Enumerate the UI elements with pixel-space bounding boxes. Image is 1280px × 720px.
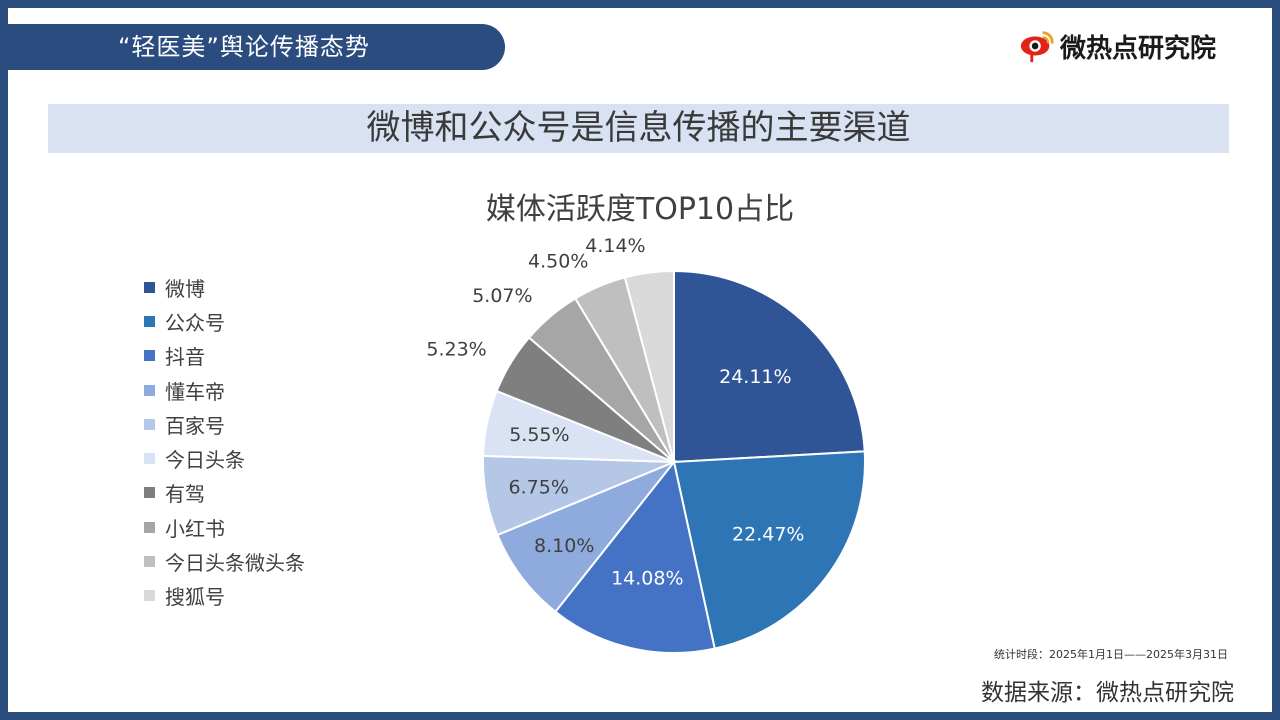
legend-label: 有驾 (165, 482, 205, 507)
headline-text: 微博和公众号是信息传播的主要渠道 (366, 108, 911, 148)
legend-item: 搜狐号 (144, 579, 305, 613)
legend-item: 今日头条微头条 (144, 544, 305, 578)
data-label: 5.23% (426, 338, 486, 360)
legend-item: 小红书 (144, 510, 305, 544)
data-label: 22.47% (732, 524, 804, 546)
legend-swatch (144, 521, 155, 533)
legend-swatch (144, 590, 155, 602)
legend-label: 百家号 (165, 413, 225, 438)
period-note: 统计时段：2025年1月1日——2025年3月31日 (994, 648, 1228, 661)
legend-label: 公众号 (165, 310, 225, 335)
header-band (0, 0, 1280, 8)
legend-swatch (144, 453, 155, 465)
pie-slice (623, 269, 675, 463)
legend-label: 小红书 (165, 516, 225, 541)
legend-item: 微博 (144, 270, 305, 304)
data-label: 5.55% (509, 424, 569, 446)
logo-text: 微热点研究院 (1060, 33, 1217, 64)
legend-swatch (144, 281, 155, 293)
legend-item: 有驾 (144, 476, 305, 510)
legend-swatch (144, 487, 155, 499)
legend-item: 百家号 (144, 407, 305, 441)
pie-slice (672, 450, 866, 650)
legend-label: 今日头条微头条 (165, 551, 305, 576)
chart-legend: 微博公众号抖音懂车帝百家号今日头条有驾小红书今日头条微头条 搜狐号 (144, 270, 305, 613)
legend-item: 抖音 (144, 339, 305, 373)
legend-item: 懂车帝 (144, 373, 305, 407)
chart-title: 媒体活跃度TOP10占比 (485, 192, 795, 227)
data-label: 6.75% (509, 477, 569, 499)
legend-label: 搜狐号 (165, 585, 225, 610)
section-tag: “轻医美”舆论传播态势 (8, 24, 505, 70)
logo: 微热点研究院 (1018, 26, 1216, 66)
headline-bar: 微博和公众号是信息传播的主要渠道 (48, 104, 1229, 153)
legend-item: 今日头条 (144, 441, 305, 475)
data-label: 4.50% (528, 250, 588, 272)
data-label: 5.07% (472, 285, 532, 307)
legend-label: 懂车帝 (165, 379, 225, 404)
legend-label: 微博 (165, 276, 205, 301)
legend-swatch (144, 556, 155, 568)
pie-slice (554, 459, 716, 654)
pie-slice (496, 459, 678, 614)
data-label: 8.10% (534, 535, 594, 557)
legend-swatch (144, 315, 155, 327)
legend-item: 公众号 (144, 304, 305, 338)
source-note: 数据来源：微热点研究院 (981, 680, 1234, 706)
data-label: 24.11% (719, 366, 791, 388)
legend-label: 抖音 (165, 345, 205, 370)
pie-slice (673, 269, 866, 464)
data-label: 4.14% (585, 235, 645, 257)
legend-swatch (144, 418, 155, 430)
weibo-eye-icon (1020, 31, 1054, 63)
data-label: 14.08% (611, 567, 683, 589)
legend-swatch (144, 350, 155, 362)
legend-swatch (144, 384, 155, 396)
legend-label: 今日头条 (165, 448, 245, 473)
